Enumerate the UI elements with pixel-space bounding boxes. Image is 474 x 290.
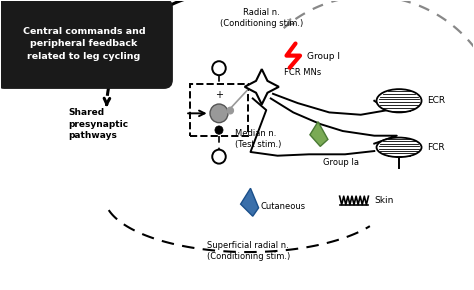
Polygon shape	[241, 188, 259, 216]
Text: Group Ia: Group Ia	[322, 158, 358, 167]
Circle shape	[215, 126, 223, 134]
Circle shape	[210, 104, 228, 123]
Text: Central commands and
peripheral feedback
related to leg cycling: Central commands and peripheral feedback…	[23, 26, 145, 61]
Text: Shared
presynaptic
pathways: Shared presynaptic pathways	[68, 108, 128, 140]
Circle shape	[212, 61, 226, 75]
Polygon shape	[245, 69, 279, 104]
FancyBboxPatch shape	[0, 0, 172, 88]
Circle shape	[212, 150, 226, 164]
Text: Radial n.
(Conditioning stim.): Radial n. (Conditioning stim.)	[220, 8, 303, 28]
Circle shape	[227, 107, 233, 114]
Text: FCR MNs: FCR MNs	[284, 68, 321, 77]
Polygon shape	[310, 122, 328, 146]
Text: FCR: FCR	[427, 143, 445, 152]
Text: +: +	[215, 90, 223, 100]
Text: Cutaneous: Cutaneous	[261, 202, 306, 211]
Ellipse shape	[376, 137, 421, 157]
Ellipse shape	[376, 89, 421, 113]
Text: Skin: Skin	[374, 196, 394, 205]
Text: ECR: ECR	[427, 96, 445, 105]
Text: Superficial radial n.
(Conditioning stim.): Superficial radial n. (Conditioning stim…	[207, 241, 290, 261]
Text: Group I: Group I	[307, 52, 340, 61]
Text: Median n.
(Test stim.): Median n. (Test stim.)	[235, 129, 281, 149]
